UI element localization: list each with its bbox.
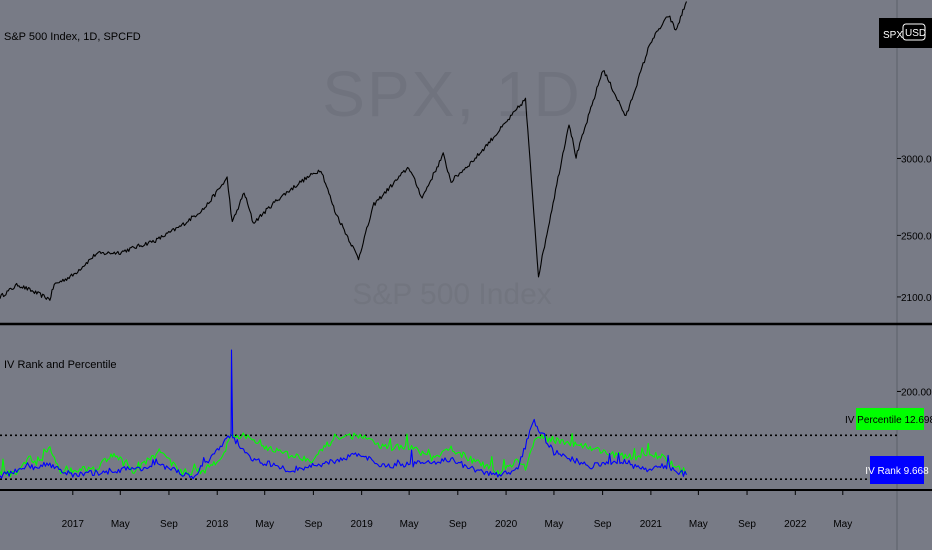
- indicator-y-axis[interactable]: 200.000: [897, 387, 932, 398]
- price-series-line: [0, 1, 688, 301]
- iv-percentile-label-text: IV Percentile 12.698: [845, 415, 932, 426]
- time-tick-label: May: [400, 519, 419, 530]
- price-y-tick-label: 2500.000: [901, 231, 932, 242]
- time-tick-label: 2018: [206, 519, 229, 530]
- time-tick-label: 2017: [62, 519, 85, 530]
- price-y-axis[interactable]: 3000.000 2500.000 2100.000: [897, 154, 932, 304]
- price-badge: SPX USD: [879, 18, 932, 48]
- price-badge-currency: USD: [905, 28, 926, 39]
- iv-rank-name: IV Rank: [865, 466, 902, 477]
- indicator-series-lines: [0, 349, 688, 480]
- iv-percentile-value: 12.698: [904, 415, 932, 426]
- iv-rank-value: 9.668: [904, 466, 929, 477]
- iv-rank-line: [0, 349, 688, 480]
- price-series-line-group: [0, 1, 688, 301]
- price-badge-symbol: SPX: [883, 30, 903, 41]
- iv-rank-label: IV Rank 9.668: [865, 456, 929, 484]
- time-tick-label: Sep: [449, 519, 467, 530]
- price-y-tick-label: 2100.000: [901, 293, 932, 304]
- watermark-symbol: SPX, 1D: [322, 58, 581, 130]
- time-tick-label: Sep: [160, 519, 178, 530]
- time-tick-label: Sep: [738, 519, 756, 530]
- price-badge-background: [879, 18, 932, 48]
- indicator-panel[interactable]: IV Rank and Percentile 200.000: [0, 349, 932, 481]
- time-tick-label: May: [544, 519, 563, 530]
- watermark-name: S&P 500 Index: [352, 278, 552, 311]
- iv-percentile-label-bg: [856, 408, 924, 430]
- iv-rank-label-text: IV Rank 9.668: [865, 466, 929, 477]
- iv-percentile-label: IV Percentile 12.698: [845, 408, 932, 430]
- indicator-title: IV Rank and Percentile: [4, 359, 117, 371]
- currency-box: [902, 23, 926, 41]
- price-panel[interactable]: [0, 1, 688, 301]
- iv-percentile-name: IV Percentile: [845, 415, 902, 426]
- indicator-y-tick-label: 200.000: [901, 387, 932, 398]
- iv-rank-label-bg: [870, 456, 924, 484]
- symbol-title: S&P 500 Index, 1D, SPCFD: [4, 31, 141, 43]
- time-tick-label: May: [111, 519, 130, 530]
- time-tick-label: 2022: [784, 519, 807, 530]
- time-axis[interactable]: 2017 May Sep 2018 May Sep 2019 May Sep 2020 May Sep…: [62, 491, 853, 530]
- time-tick-label: Sep: [304, 519, 322, 530]
- time-tick-label: 2021: [640, 519, 663, 530]
- time-tick-label: 2019: [351, 519, 374, 530]
- time-tick-label: May: [689, 519, 708, 530]
- time-tick-label: May: [833, 519, 852, 530]
- price-y-tick-label: 3000.000: [901, 154, 932, 165]
- time-tick-label: May: [255, 519, 274, 530]
- time-tick-label: 2020: [495, 519, 518, 530]
- time-tick-label: Sep: [594, 519, 612, 530]
- iv-percentile-line: [0, 432, 687, 478]
